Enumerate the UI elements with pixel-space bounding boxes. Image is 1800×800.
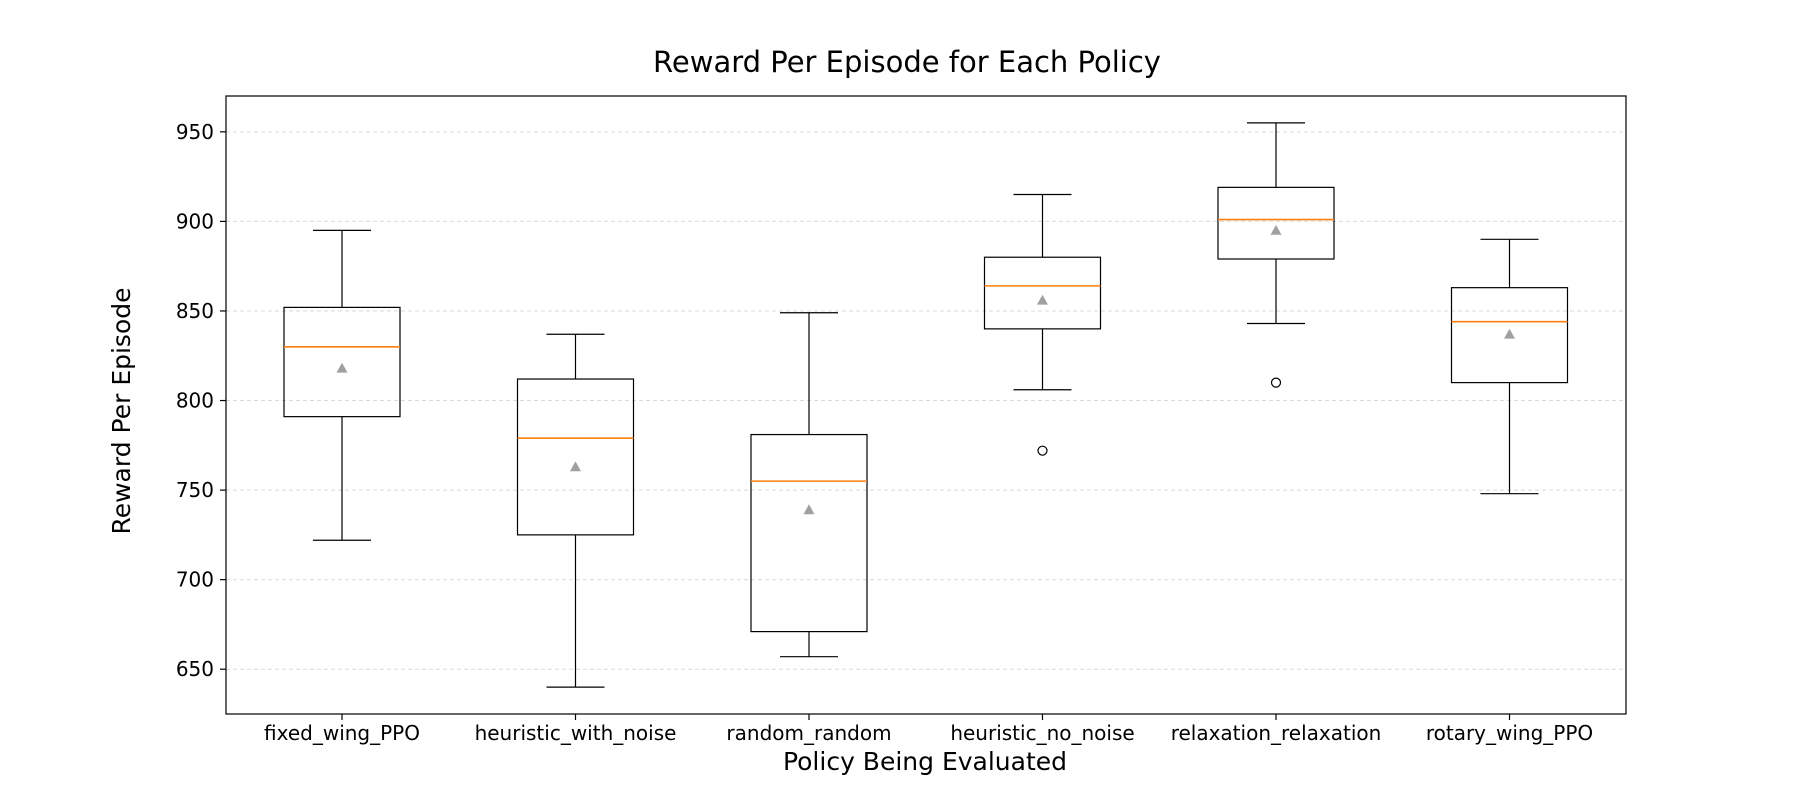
- outlier-point: [1270, 377, 1282, 388]
- y-tick-label: 650: [176, 657, 214, 681]
- y-axis-label: Reward Per Episode: [107, 287, 136, 534]
- y-axis: 650 700 750 800 850 900 950: [176, 120, 226, 681]
- mean-marker: [1270, 224, 1282, 235]
- x-axis-label: Policy Being Evaluated: [783, 747, 1067, 776]
- y-tick-label: 750: [176, 478, 214, 502]
- x-tick-label: rotary_wing_PPO: [1426, 721, 1593, 745]
- mean-marker: [1504, 328, 1515, 339]
- y-tick-label: 800: [176, 389, 214, 413]
- iqr-box: [1450, 287, 1569, 384]
- box-fixed_wing_PPO: [283, 229, 401, 541]
- iqr-box: [1217, 186, 1335, 260]
- iqr-box: [283, 306, 401, 418]
- iqr-box: [516, 378, 635, 536]
- x-tick-label: fixed_wing_PPO: [264, 721, 420, 745]
- plot-frame: [225, 95, 1627, 715]
- x-tick-label: random_random: [726, 721, 891, 745]
- mean-marker: [803, 504, 815, 515]
- box-rotary_wing_PPO: [1450, 238, 1569, 495]
- grid-lines: [226, 131, 1626, 670]
- box-relaxation_relaxation: [1217, 122, 1335, 388]
- x-tick-label: heuristic_with_noise: [475, 721, 677, 745]
- y-tick-label: 950: [176, 120, 214, 144]
- iqr-box: [750, 433, 868, 633]
- box-random_random: [750, 312, 868, 658]
- y-tick-label: 850: [176, 299, 214, 323]
- y-tick-label: 700: [176, 568, 214, 592]
- mean-marker: [570, 461, 581, 472]
- chart-title: Reward Per Episode for Each Policy: [653, 45, 1161, 79]
- x-tick-label: relaxation_relaxation: [1171, 721, 1382, 745]
- x-tick-label: heuristic_no_noise: [950, 721, 1134, 745]
- outlier-point: [1037, 445, 1048, 456]
- x-axis: fixed_wing_PPO heuristic_with_noise random…: [264, 714, 1593, 745]
- iqr-box: [983, 256, 1102, 330]
- box-heuristic_with_noise: [516, 333, 635, 688]
- box-heuristic_no_noise: [983, 193, 1102, 456]
- mean-marker: [336, 362, 348, 373]
- boxes: [283, 122, 1569, 688]
- mean-marker: [1037, 294, 1048, 305]
- y-tick-label: 900: [176, 209, 214, 233]
